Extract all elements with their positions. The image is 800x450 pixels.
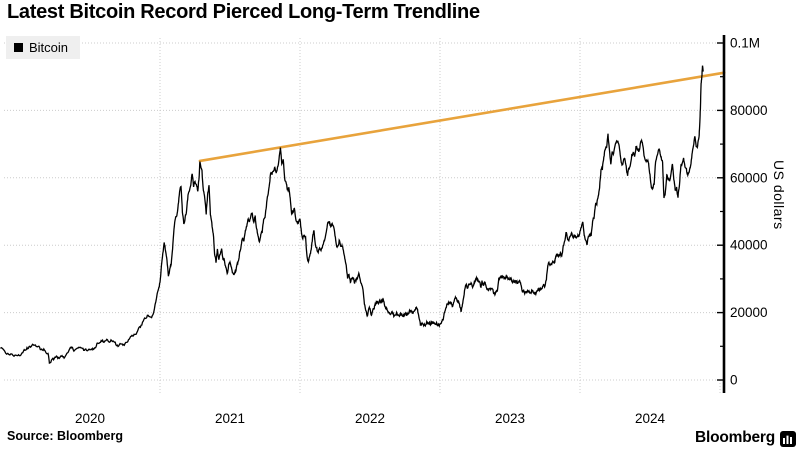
y-tick-label: 0.1M [730, 36, 760, 51]
legend-swatch-bitcoin [14, 43, 23, 52]
y-tick-label: 80000 [730, 103, 768, 118]
bloomberg-wordmark: Bloomberg [694, 429, 775, 446]
bitcoin-price-line [0, 65, 704, 365]
legend: Bitcoin [6, 36, 81, 59]
x-tick-label: 2021 [215, 411, 245, 426]
y-tick-label: 0 [730, 373, 738, 388]
x-tick-label: 2022 [355, 411, 385, 426]
trendline [198, 71, 726, 163]
y-tick-label: 60000 [730, 170, 768, 185]
x-tick-label: 2020 [75, 411, 105, 426]
x-tick-label: 2023 [495, 411, 525, 426]
bloomberg-mark-icon [780, 430, 796, 447]
source-credit: Source: Bloomberg [7, 429, 123, 443]
y-tick-label: 20000 [730, 305, 768, 320]
branding: Bloomberg [695, 429, 797, 447]
page-title: Latest Bitcoin Record Pierced Long-Term … [7, 1, 480, 23]
x-tick-label: 2024 [635, 411, 666, 426]
y-tick-label: 40000 [730, 238, 768, 253]
y-axis-title: US dollars [771, 160, 787, 230]
legend-label: Bitcoin [29, 40, 69, 55]
